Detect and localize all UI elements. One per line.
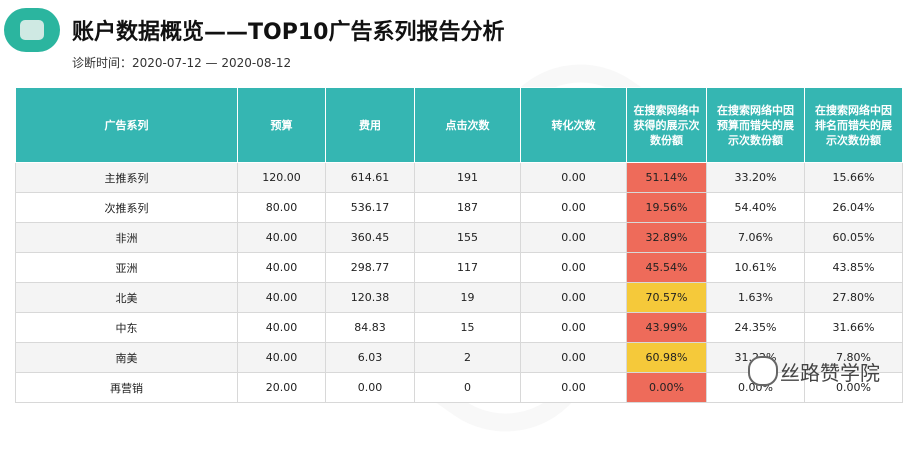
column-header: 广告系列 <box>15 87 238 163</box>
table-cell: 26.04% <box>804 192 903 223</box>
table-cell: 24.35% <box>706 312 805 343</box>
table-cell: 43.99% <box>626 312 707 343</box>
column-header: 在搜索网络中获得的展示次数份额 <box>626 87 707 163</box>
diagnosis-period: 诊断时间：2020-07-12 — 2020-08-12 <box>72 56 292 70</box>
column-header: 在搜索网络中因排名而错失的展示次数份额 <box>804 87 903 163</box>
campaign-name-cell: 南美 <box>15 342 238 373</box>
table-cell: 0.00 <box>520 282 627 313</box>
table-cell: 60.05% <box>804 222 903 253</box>
table-cell: 70.57% <box>626 282 707 313</box>
table-cell: 84.83 <box>325 312 415 343</box>
table-cell: 54.40% <box>706 192 805 223</box>
table-cell: 536.17 <box>325 192 415 223</box>
table-body: 主推系列 120.00 614.61 191 0.00 51.14% 33.20% 15.66… <box>15 162 903 403</box>
table-cell: 0.00 <box>520 252 627 283</box>
table-cell: 1.63% <box>706 282 805 313</box>
campaign-name-cell: 主推系列 <box>15 162 238 193</box>
column-header: 转化次数 <box>520 87 627 163</box>
table-cell: 0.00 <box>520 312 627 343</box>
table-row: 亚洲 40.00 298.77 117 0.00 45.54% 10.61% 43.85% <box>15 252 903 283</box>
table-row: 中东 40.00 84.83 15 0.00 43.99% 24.35% 31.66% <box>15 312 903 343</box>
table-cell: 19.56% <box>626 192 707 223</box>
table-cell: 40.00 <box>237 282 326 313</box>
table-cell: 15.66% <box>804 162 903 193</box>
table-cell: 20.00 <box>237 372 326 403</box>
table-cell: 0.00 <box>520 192 627 223</box>
table-cell: 0.00% <box>804 372 903 403</box>
column-header: 在搜索网络中因预算而错失的展示次数份额 <box>706 87 805 163</box>
table-cell: 33.20% <box>706 162 805 193</box>
table-row: 非洲 40.00 360.45 155 0.00 32.89% 7.06% 60.05% <box>15 222 903 253</box>
table-cell: 7.06% <box>706 222 805 253</box>
wechat-icon <box>748 356 778 386</box>
column-header: 费用 <box>325 87 415 163</box>
table-cell: 0.00 <box>520 342 627 373</box>
table-cell: 40.00 <box>237 222 326 253</box>
watermark-text: 丝路赞学院 <box>780 361 880 385</box>
campaign-name-cell: 次推系列 <box>15 192 238 223</box>
table-cell: 2 <box>414 342 521 373</box>
table-cell: 51.14% <box>626 162 707 193</box>
campaign-name-cell: 再营销 <box>15 372 238 403</box>
table-cell: 0.00 <box>520 222 627 253</box>
page-title: 账户数据概览——TOP10广告系列报告分析 <box>72 20 505 45</box>
campaign-report-table: 广告系列 预算 费用 点击次数 转化次数 在搜索网络中获得的展示次数份额 在搜索… <box>15 87 903 403</box>
table-cell: 614.61 <box>325 162 415 193</box>
table-row: 再营销 20.00 0.00 0 0.00 0.00% 0.00% 0.00% <box>15 372 903 403</box>
table-cell: 32.89% <box>626 222 707 253</box>
table-header-row: 广告系列 预算 费用 点击次数 转化次数 在搜索网络中获得的展示次数份额 在搜索… <box>15 87 903 163</box>
table-cell: 0.00 <box>520 372 627 403</box>
table-cell: 40.00 <box>237 342 326 373</box>
table-cell: 0 <box>414 372 521 403</box>
table-cell: 6.03 <box>325 342 415 373</box>
table-cell: 10.61% <box>706 252 805 283</box>
table-cell: 15 <box>414 312 521 343</box>
logo <box>4 8 60 52</box>
logo-mark <box>20 20 44 40</box>
table-cell: 0.00% <box>626 372 707 403</box>
table-cell: 40.00 <box>237 252 326 283</box>
table-cell: 187 <box>414 192 521 223</box>
campaign-name-cell: 中东 <box>15 312 238 343</box>
table-cell: 120.00 <box>237 162 326 193</box>
table-cell: 60.98% <box>626 342 707 373</box>
table-cell: 360.45 <box>325 222 415 253</box>
table-cell: 120.38 <box>325 282 415 313</box>
campaign-name-cell: 非洲 <box>15 222 238 253</box>
table-cell: 31.66% <box>804 312 903 343</box>
table-cell: 155 <box>414 222 521 253</box>
table-cell: 80.00 <box>237 192 326 223</box>
table-cell: 0.00 <box>520 162 627 193</box>
table-cell: 19 <box>414 282 521 313</box>
table-cell: 0.00 <box>325 372 415 403</box>
table-cell: 191 <box>414 162 521 193</box>
table-row: 主推系列 120.00 614.61 191 0.00 51.14% 33.20% 15.66… <box>15 162 903 193</box>
table-cell: 298.77 <box>325 252 415 283</box>
campaign-name-cell: 亚洲 <box>15 252 238 283</box>
table-row: 次推系列 80.00 536.17 187 0.00 19.56% 54.40% 26.04% <box>15 192 903 223</box>
campaign-name-cell: 北美 <box>15 282 238 313</box>
table-cell: 45.54% <box>626 252 707 283</box>
table-cell: 117 <box>414 252 521 283</box>
column-header: 点击次数 <box>414 87 521 163</box>
table-cell: 43.85% <box>804 252 903 283</box>
table-row: 北美 40.00 120.38 19 0.00 70.57% 1.63% 27.80% <box>15 282 903 313</box>
table-cell: 40.00 <box>237 312 326 343</box>
column-header: 预算 <box>237 87 326 163</box>
table-cell: 27.80% <box>804 282 903 313</box>
table-cell: 7.80% <box>804 342 903 373</box>
